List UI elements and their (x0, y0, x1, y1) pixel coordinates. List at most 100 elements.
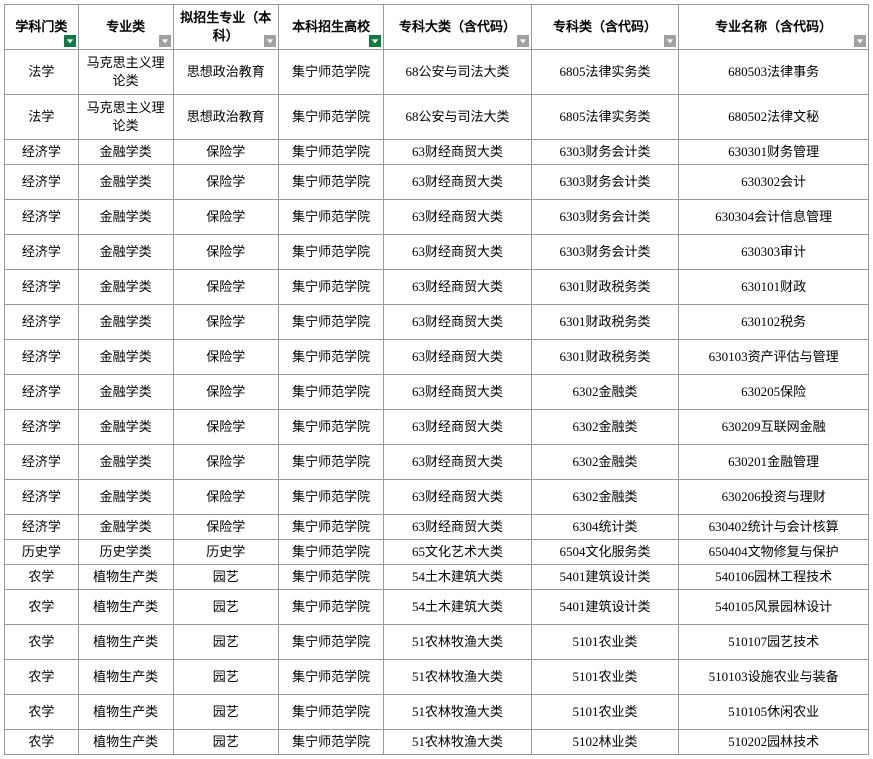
cell: 540106园林工程技术 (679, 565, 869, 590)
filter-dropdown-icon[interactable] (664, 35, 676, 47)
cell: 金融学类 (78, 375, 173, 410)
cell: 保险学 (173, 235, 278, 270)
cell: 630209互联网金融 (679, 410, 869, 445)
cell: 保险学 (173, 165, 278, 200)
cell: 5101农业类 (531, 695, 679, 730)
cell: 6303财务会计类 (531, 235, 679, 270)
filter-dropdown-icon[interactable] (854, 35, 866, 47)
cell: 63财经商贸大类 (384, 235, 532, 270)
cell: 集宁师范学院 (278, 410, 383, 445)
cell: 经济学 (5, 445, 79, 480)
cell: 思想政治教育 (173, 95, 278, 140)
cell: 经济学 (5, 140, 79, 165)
filter-dropdown-icon[interactable] (64, 35, 76, 47)
cell: 经济学 (5, 410, 79, 445)
cell: 法学 (5, 50, 79, 95)
cell: 集宁师范学院 (278, 235, 383, 270)
cell: 集宁师范学院 (278, 625, 383, 660)
cell: 集宁师范学院 (278, 695, 383, 730)
cell: 历史学类 (78, 540, 173, 565)
cell: 510107园艺技术 (679, 625, 869, 660)
cell: 6302金融类 (531, 410, 679, 445)
cell: 保险学 (173, 270, 278, 305)
filter-dropdown-icon[interactable] (264, 35, 276, 47)
column-header-2[interactable]: 拟招生专业（本科） (173, 5, 278, 50)
cell: 63财经商贸大类 (384, 480, 532, 515)
filter-dropdown-icon[interactable] (159, 35, 171, 47)
cell: 集宁师范学院 (278, 340, 383, 375)
cell: 6303财务会计类 (531, 165, 679, 200)
cell: 6805法律实务类 (531, 95, 679, 140)
table-row: 经济学金融学类保险学集宁师范学院63财经商贸大类6303财务会计类630303审… (5, 235, 869, 270)
cell: 6304统计类 (531, 515, 679, 540)
cell: 630304会计信息管理 (679, 200, 869, 235)
cell: 金融学类 (78, 270, 173, 305)
column-label: 拟招生专业（本科） (180, 10, 271, 43)
cell: 54土木建筑大类 (384, 565, 532, 590)
cell: 集宁师范学院 (278, 515, 383, 540)
column-label: 专业类 (106, 19, 145, 34)
cell: 经济学 (5, 235, 79, 270)
filter-dropdown-icon[interactable] (369, 35, 381, 47)
column-header-3[interactable]: 本科招生高校 (278, 5, 383, 50)
cell: 植物生产类 (78, 625, 173, 660)
cell: 63财经商贸大类 (384, 270, 532, 305)
cell: 金融学类 (78, 480, 173, 515)
cell: 历史学 (173, 540, 278, 565)
cell: 法学 (5, 95, 79, 140)
cell: 经济学 (5, 200, 79, 235)
cell: 集宁师范学院 (278, 50, 383, 95)
cell: 630206投资与理财 (679, 480, 869, 515)
cell: 保险学 (173, 375, 278, 410)
cell: 植物生产类 (78, 660, 173, 695)
cell: 6504文化服务类 (531, 540, 679, 565)
column-header-1[interactable]: 专业类 (78, 5, 173, 50)
column-header-4[interactable]: 专科大类（含代码） (384, 5, 532, 50)
cell: 保险学 (173, 480, 278, 515)
cell: 63财经商贸大类 (384, 445, 532, 480)
table-row: 经济学金融学类保险学集宁师范学院63财经商贸大类6303财务会计类630301财… (5, 140, 869, 165)
column-label: 专科类（含代码） (553, 19, 657, 34)
cell: 经济学 (5, 165, 79, 200)
cell: 630101财政 (679, 270, 869, 305)
table-row: 经济学金融学类保险学集宁师范学院63财经商贸大类6301财政税务类630103资… (5, 340, 869, 375)
cell: 5401建筑设计类 (531, 590, 679, 625)
table-row: 经济学金融学类保险学集宁师范学院63财经商贸大类6301财政税务类630101财… (5, 270, 869, 305)
cell: 54土木建筑大类 (384, 590, 532, 625)
cell: 植物生产类 (78, 590, 173, 625)
cell: 63财经商贸大类 (384, 340, 532, 375)
cell: 集宁师范学院 (278, 445, 383, 480)
column-header-6[interactable]: 专业名称（含代码） (679, 5, 869, 50)
cell: 630303审计 (679, 235, 869, 270)
column-header-0[interactable]: 学科门类 (5, 5, 79, 50)
cell: 680502法律文秘 (679, 95, 869, 140)
cell: 集宁师范学院 (278, 140, 383, 165)
column-header-5[interactable]: 专科类（含代码） (531, 5, 679, 50)
filter-dropdown-icon[interactable] (517, 35, 529, 47)
cell: 680503法律事务 (679, 50, 869, 95)
cell: 51农林牧渔大类 (384, 625, 532, 660)
cell: 园艺 (173, 565, 278, 590)
cell: 经济学 (5, 340, 79, 375)
table-body: 法学马克思主义理论类思想政治教育集宁师范学院68公安与司法大类6805法律实务类… (5, 50, 869, 755)
cell: 金融学类 (78, 340, 173, 375)
cell: 630301财务管理 (679, 140, 869, 165)
cell: 集宁师范学院 (278, 200, 383, 235)
cell: 5101农业类 (531, 625, 679, 660)
cell: 经济学 (5, 480, 79, 515)
cell: 保险学 (173, 140, 278, 165)
cell: 保险学 (173, 515, 278, 540)
cell: 金融学类 (78, 200, 173, 235)
cell: 金融学类 (78, 445, 173, 480)
cell: 510105休闲农业 (679, 695, 869, 730)
table-row: 经济学金融学类保险学集宁师范学院63财经商贸大类6303财务会计类630302会… (5, 165, 869, 200)
cell: 6302金融类 (531, 480, 679, 515)
cell: 630201金融管理 (679, 445, 869, 480)
cell: 63财经商贸大类 (384, 200, 532, 235)
column-label: 本科招生高校 (292, 19, 370, 34)
cell: 5101农业类 (531, 660, 679, 695)
cell: 保险学 (173, 445, 278, 480)
cell: 集宁师范学院 (278, 95, 383, 140)
table-row: 农学植物生产类园艺集宁师范学院54土木建筑大类5401建筑设计类540105风景… (5, 590, 869, 625)
cell: 经济学 (5, 305, 79, 340)
